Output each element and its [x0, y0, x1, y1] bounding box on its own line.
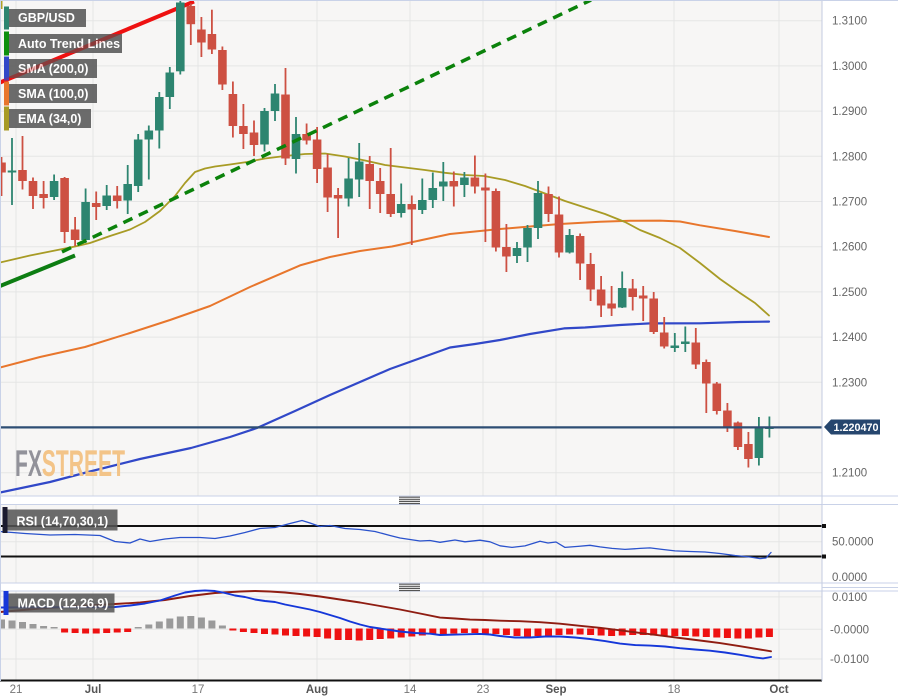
svg-text:0.0000: 0.0000: [832, 572, 867, 584]
svg-text:Jul: Jul: [85, 684, 102, 696]
svg-text:14: 14: [404, 684, 417, 696]
svg-text:1.3100: 1.3100: [832, 16, 867, 28]
svg-text:1.2400: 1.2400: [832, 332, 867, 344]
svg-text:Aug: Aug: [306, 684, 328, 696]
svg-text:Oct: Oct: [769, 684, 788, 696]
svg-text:21: 21: [10, 684, 23, 696]
svg-text:STREET: STREET: [42, 444, 126, 485]
svg-text:-0.0000: -0.0000: [830, 624, 869, 636]
svg-text:FX: FX: [15, 444, 42, 485]
svg-text:1.220470: 1.220470: [834, 422, 879, 434]
svg-text:RSI (14,70,30,1): RSI (14,70,30,1): [17, 515, 109, 529]
svg-text:0.0100: 0.0100: [832, 592, 867, 604]
svg-text:1.2100: 1.2100: [832, 468, 867, 480]
svg-text:1.2800: 1.2800: [832, 151, 867, 163]
svg-text:SMA (100,0): SMA (100,0): [18, 87, 88, 101]
svg-text:1.2600: 1.2600: [832, 242, 867, 254]
svg-text:18: 18: [668, 684, 681, 696]
svg-text:1.2500: 1.2500: [832, 287, 867, 299]
svg-text:17: 17: [192, 684, 205, 696]
svg-text:1.2900: 1.2900: [832, 106, 867, 118]
svg-text:Sep: Sep: [545, 684, 566, 696]
svg-text:50.0000: 50.0000: [832, 537, 874, 549]
svg-text:SMA (200,0): SMA (200,0): [18, 62, 88, 76]
svg-text:Auto Trend Lines: Auto Trend Lines: [18, 37, 120, 51]
svg-text:1.2700: 1.2700: [832, 197, 867, 209]
svg-text:1.3000: 1.3000: [832, 61, 867, 73]
svg-text:EMA (34,0): EMA (34,0): [18, 112, 81, 126]
svg-text:MACD (12,26,9): MACD (12,26,9): [18, 597, 109, 611]
svg-text:23: 23: [477, 684, 490, 696]
svg-text:-0.0100: -0.0100: [830, 654, 869, 666]
svg-text:1.2300: 1.2300: [832, 377, 867, 389]
svg-text:GBP/USD: GBP/USD: [18, 11, 75, 25]
